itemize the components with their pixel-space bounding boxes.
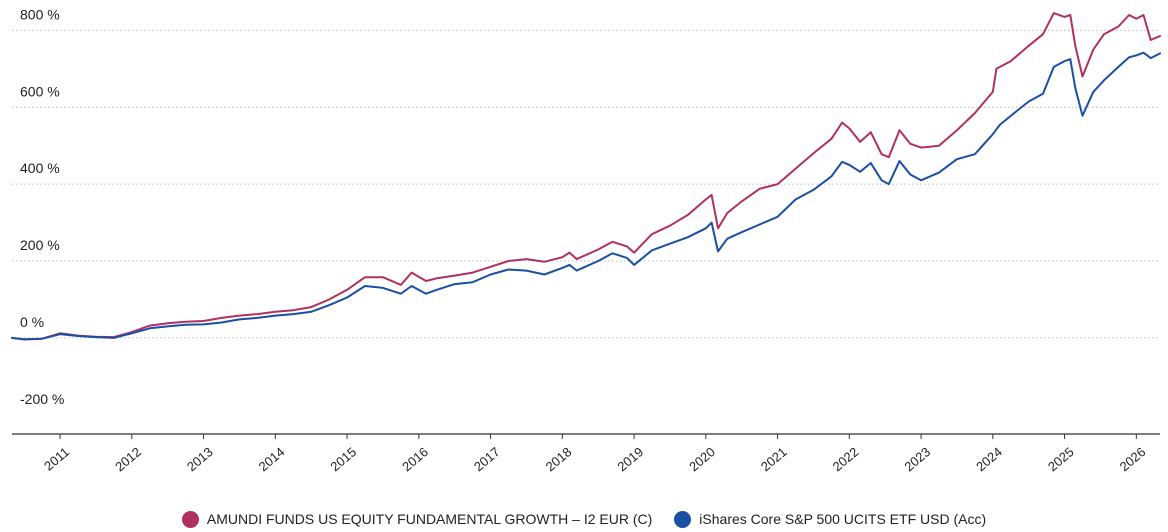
legend-item-series-2[interactable]: iShares Core S&P 500 UCITS ETF USD (Acc) bbox=[674, 510, 987, 528]
y-tick-label-1: 600 % bbox=[20, 83, 60, 99]
x-tick-label-1: 2012 bbox=[112, 444, 144, 474]
legend: AMUNDI FUNDS US EQUITY FUNDAMENTAL GROWT… bbox=[0, 508, 1168, 530]
x-tick-label-12: 2023 bbox=[901, 444, 933, 474]
legend-label-series-1: AMUNDI FUNDS US EQUITY FUNDAMENTAL GROWT… bbox=[206, 511, 653, 527]
series-line-1 bbox=[11, 12, 1161, 341]
series-line-2 bbox=[11, 51, 1161, 341]
x-axis: 2011 2012 2013 2014 2015 2016 2017 2018 2019 2020… bbox=[12, 433, 1160, 474]
x-tick-label-4: 2015 bbox=[327, 444, 359, 474]
legend-label-series-2: iShares Core S&P 500 UCITS ETF USD (Acc) bbox=[699, 511, 987, 527]
x-tick-label-13: 2024 bbox=[973, 444, 1005, 474]
x-tick-label-15: 2026 bbox=[1117, 444, 1149, 474]
series-lines bbox=[11, 12, 1161, 341]
x-tick-label-3: 2014 bbox=[256, 444, 288, 474]
x-tick-label-2: 2013 bbox=[184, 444, 216, 474]
y-tick-label-0: 800 % bbox=[20, 6, 60, 22]
y-axis-labels: 800 % 600 % 400 % 200 % 0 % -200 % bbox=[20, 6, 64, 406]
x-tick-label-7: 2018 bbox=[543, 444, 575, 474]
y-tick-label-2: 400 % bbox=[20, 160, 60, 176]
y-tick-label-5: -200 % bbox=[20, 391, 64, 407]
x-tick-label-14: 2025 bbox=[1045, 444, 1077, 474]
x-tick-label-10: 2021 bbox=[758, 444, 790, 474]
grid bbox=[12, 29, 1160, 339]
legend-marker-series-1 bbox=[181, 510, 199, 528]
legend-item-series-1[interactable]: AMUNDI FUNDS US EQUITY FUNDAMENTAL GROWT… bbox=[181, 510, 653, 528]
x-tick-label-9: 2020 bbox=[686, 444, 718, 474]
legend-marker-series-2 bbox=[674, 510, 692, 528]
x-tick-label-0: 2011 bbox=[41, 444, 72, 473]
x-tick-label-8: 2019 bbox=[614, 444, 646, 474]
x-tick-label-5: 2016 bbox=[399, 444, 431, 474]
x-tick-label-6: 2017 bbox=[471, 444, 503, 474]
y-tick-label-3: 200 % bbox=[20, 237, 60, 253]
x-tick-label-11: 2022 bbox=[830, 444, 862, 474]
y-tick-label-4: 0 % bbox=[20, 314, 44, 330]
